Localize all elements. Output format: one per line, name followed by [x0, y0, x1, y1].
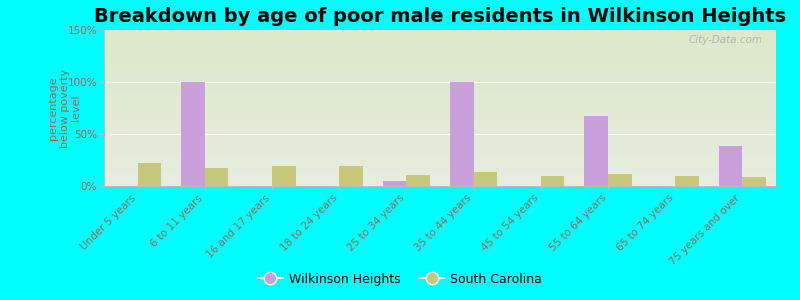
- Bar: [474, 172, 497, 186]
- Legend: Wilkinson Heights, South Carolina: Wilkinson Heights, South Carolina: [253, 268, 547, 291]
- Bar: [383, 181, 406, 186]
- Y-axis label: percentage
below poverty
level: percentage below poverty level: [48, 68, 82, 148]
- Bar: [608, 173, 631, 186]
- Bar: [450, 82, 474, 186]
- Bar: [675, 176, 698, 186]
- Bar: [406, 175, 430, 186]
- Bar: [272, 166, 295, 186]
- Bar: [339, 166, 362, 186]
- Bar: [719, 146, 742, 186]
- Bar: [541, 176, 564, 186]
- Bar: [742, 177, 766, 186]
- Text: City-Data.com: City-Data.com: [689, 35, 762, 45]
- Bar: [182, 82, 205, 186]
- Bar: [138, 163, 161, 186]
- Bar: [585, 116, 608, 186]
- Bar: [205, 168, 228, 186]
- Title: Breakdown by age of poor male residents in Wilkinson Heights: Breakdown by age of poor male residents …: [94, 7, 786, 26]
